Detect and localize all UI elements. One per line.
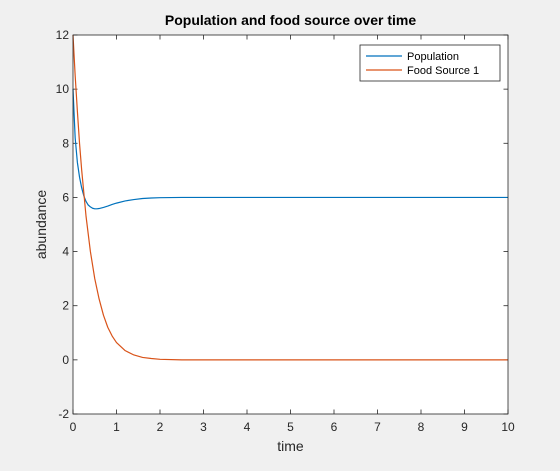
y-tick-label: 0 xyxy=(62,353,69,367)
y-tick-label: 10 xyxy=(56,82,70,96)
y-tick-label: -2 xyxy=(58,407,69,421)
legend-box xyxy=(359,44,501,82)
y-tick-label: 4 xyxy=(62,245,69,259)
x-tick-label: 3 xyxy=(200,420,207,434)
y-tick-label: 6 xyxy=(62,190,69,204)
x-tick-label: 5 xyxy=(287,420,294,434)
series-lines xyxy=(72,34,508,361)
x-tick-label: 9 xyxy=(461,420,468,434)
legend: Population Food Source 1 xyxy=(359,44,501,82)
legend-label-2: Food Source 1 xyxy=(407,65,479,77)
y-tick-label: 8 xyxy=(62,136,69,150)
y-tick-label: 2 xyxy=(62,299,69,313)
x-tick-label: 8 xyxy=(418,420,425,434)
x-tick-label: 4 xyxy=(244,420,251,434)
legend-label-1: Population xyxy=(407,51,459,63)
x-tick-label: 2 xyxy=(157,420,164,434)
x-tick-label: 1 xyxy=(113,420,120,434)
y-axis-label: abundance xyxy=(33,190,49,260)
x-tick-label: 7 xyxy=(374,420,381,434)
x-axis-label: time xyxy=(277,438,304,454)
plot-border xyxy=(72,34,509,415)
x-tick-label: 10 xyxy=(501,420,515,434)
plot-area xyxy=(73,35,508,414)
chart-title: Population and food source over time xyxy=(165,12,416,28)
series-line-2 xyxy=(72,34,508,361)
y-tick-label: 12 xyxy=(56,28,70,42)
x-tick-label: 0 xyxy=(70,420,77,434)
x-tick-label: 6 xyxy=(331,420,338,434)
